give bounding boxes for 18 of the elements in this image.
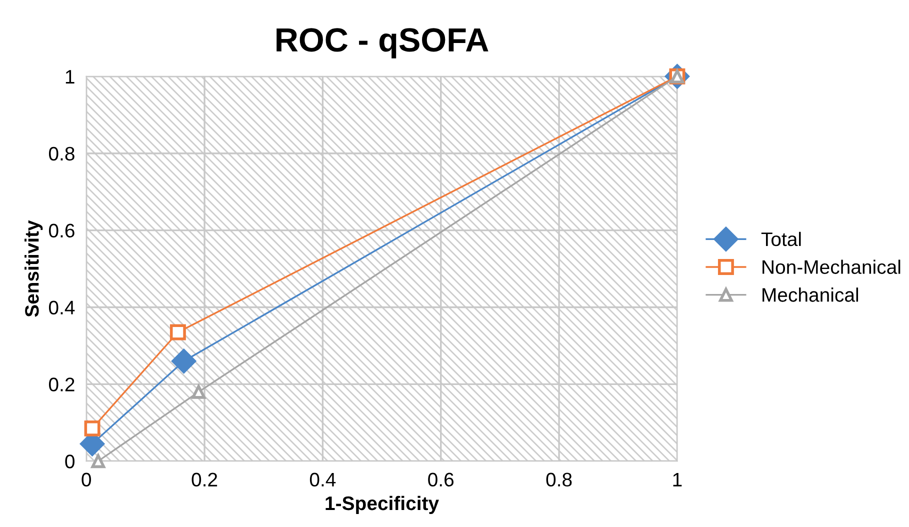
- y-tick-label: 0: [65, 454, 74, 468]
- y-tick-label: 0.8: [48, 146, 74, 161]
- chart-title: ROC - qSOFA: [276, 28, 488, 58]
- legend-label: Non-Mechanical: [762, 260, 900, 274]
- y-tick-label: 0.2: [48, 378, 74, 392]
- legend-label: Total: [761, 232, 801, 246]
- x-tick-label: 0.2: [192, 472, 218, 487]
- x-tick-label: 0: [82, 472, 91, 487]
- legend-label: Mechanical: [762, 288, 858, 302]
- y-tick-label: 0.6: [48, 224, 74, 238]
- y-axis-title: Sensitivity: [24, 220, 43, 317]
- x-tick-label: 0.4: [310, 472, 336, 487]
- x-tick-label: 1: [673, 472, 682, 486]
- x-tick-label: 0.8: [546, 472, 572, 487]
- y-tick-label: 0.4: [48, 300, 75, 314]
- x-tick-label: 0.6: [428, 472, 454, 487]
- x-axis-title: 1-Specificity: [326, 496, 439, 514]
- y-tick-label: 1: [66, 70, 74, 84]
